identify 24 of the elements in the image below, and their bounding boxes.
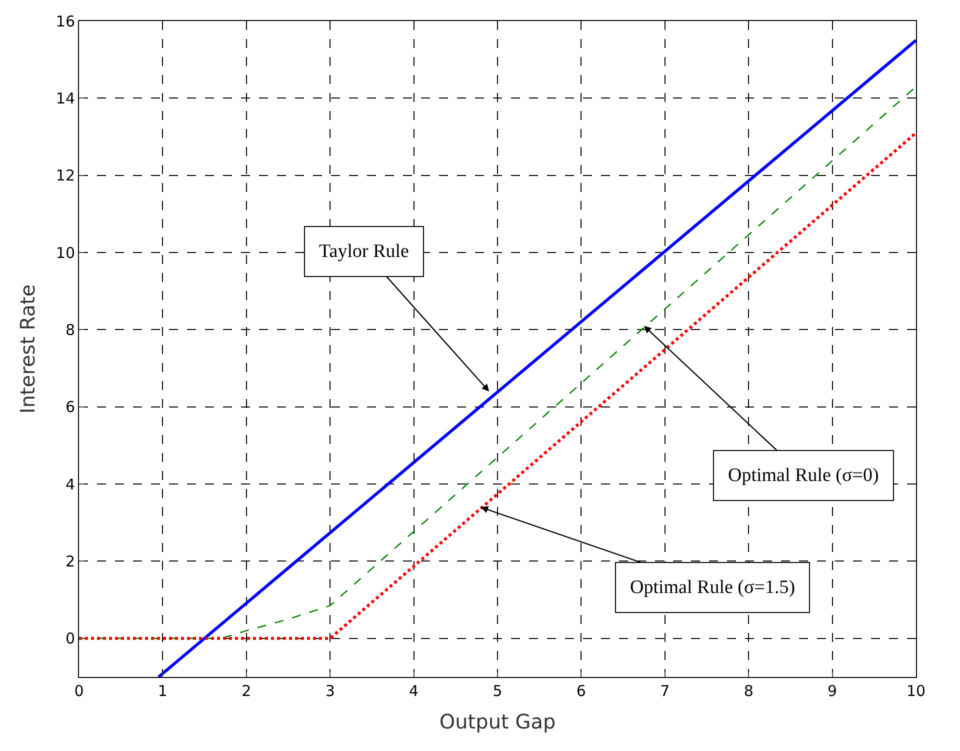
x-tick-label: 5 bbox=[492, 682, 502, 700]
x-tick-label: 8 bbox=[744, 682, 754, 700]
y-tick-label: 14 bbox=[56, 89, 75, 108]
x-tick-label: 7 bbox=[660, 682, 670, 700]
annotation: Taylor Rule bbox=[319, 241, 409, 262]
x-tick-label: 3 bbox=[325, 682, 335, 700]
x-tick-label: 6 bbox=[576, 682, 586, 700]
y-tick-label: 10 bbox=[56, 244, 75, 262]
y-axis-title: Interest Rate bbox=[15, 284, 40, 414]
y-tick-label: 2 bbox=[65, 552, 75, 570]
annotation: Optimal Rule (σ=1.5) bbox=[630, 577, 796, 598]
y-tick-label: 16 bbox=[56, 12, 75, 30]
y-tick-label: 0 bbox=[65, 630, 75, 648]
y-tick-label: 4 bbox=[65, 475, 75, 494]
x-axis-title: Output Gap bbox=[439, 710, 556, 734]
x-tick-label: 10 bbox=[906, 682, 926, 700]
x-tick-label: 4 bbox=[409, 682, 419, 700]
y-tick-label: 8 bbox=[65, 320, 75, 339]
annotation: Optimal Rule (σ=0) bbox=[728, 465, 879, 486]
x-tick-label: 9 bbox=[828, 682, 838, 700]
y-tick-label: 6 bbox=[65, 398, 75, 416]
x-tick-label: 2 bbox=[242, 682, 252, 700]
x-tick-label: 1 bbox=[158, 682, 168, 700]
y-tick-label: 12 bbox=[56, 166, 75, 185]
